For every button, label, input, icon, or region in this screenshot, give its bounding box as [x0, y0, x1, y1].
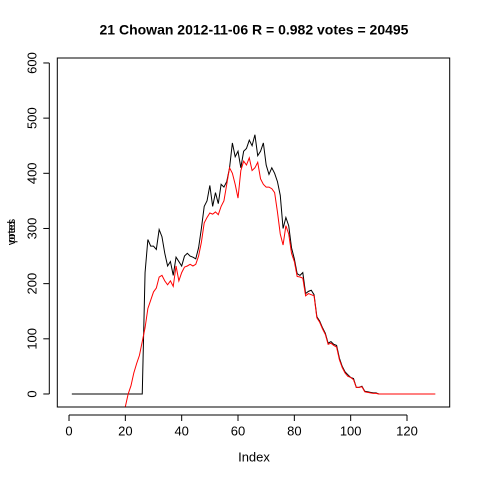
y-tick-label: 500 — [25, 107, 40, 129]
y-tick-label: 300 — [25, 218, 40, 240]
data-line — [71, 134, 436, 395]
data-line — [124, 156, 436, 407]
x-tick-label: 100 — [340, 423, 362, 438]
y-tick-label: 400 — [25, 162, 40, 184]
y-axis-label: pred — [6, 221, 18, 243]
x-tick-label: 0 — [65, 423, 72, 438]
x-tick-label: 120 — [396, 423, 418, 438]
x-tick-label: 40 — [174, 423, 188, 438]
x-tick-label: 80 — [287, 423, 301, 438]
x-axis-label: Index — [238, 449, 270, 464]
y-axis-label: votes — [6, 218, 18, 245]
y-tick-label: 100 — [25, 328, 40, 350]
chart-title: 21 Chowan 2012-11-06 R = 0.982 votes = 2… — [100, 22, 409, 38]
x-tick-label: 60 — [231, 423, 245, 438]
y-tick-label: 200 — [25, 273, 40, 295]
y-tick-label: 0 — [25, 390, 40, 397]
x-tick-label: 20 — [118, 423, 132, 438]
plot-frame — [56, 57, 451, 408]
y-tick-label: 600 — [25, 52, 40, 74]
